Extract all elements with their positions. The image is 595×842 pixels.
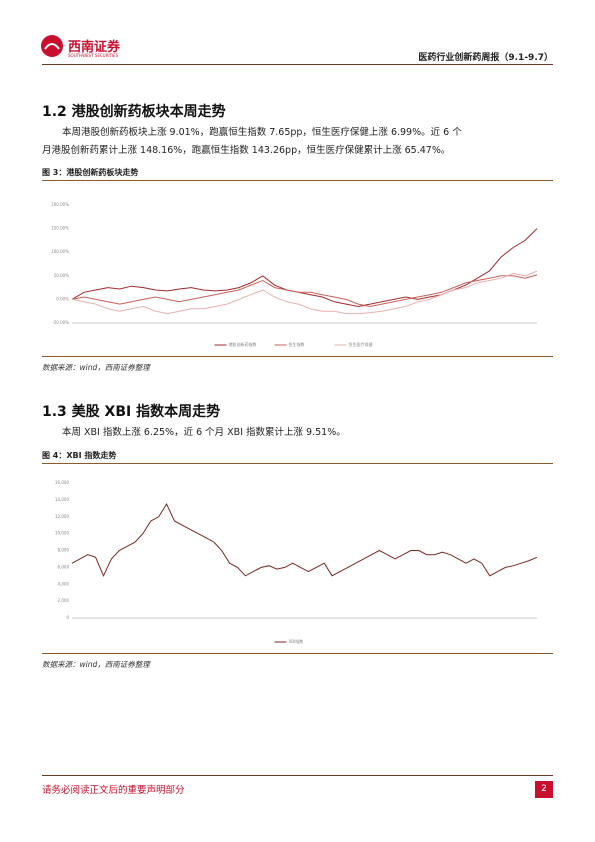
y-tick-label: 10,000 <box>55 531 69 536</box>
y-tick-label: 14,000 <box>55 497 69 502</box>
y-tick-label: 4,000 <box>58 581 70 586</box>
logo-sub: SOUTHWEST SECURITIES <box>68 53 119 58</box>
chart: -50.00% 0.00% 50.00% 100.00% 150.00% 200.00% 港… <box>51 202 538 347</box>
y-tick-label: 16,000 <box>55 480 69 485</box>
footer-notice: 请务必阅读正文后的重要声明部分 <box>42 785 185 796</box>
y-tick-label: 0 <box>66 615 69 620</box>
section-heading: 1.2 港股创新药板块本周走势 <box>42 104 226 120</box>
y-tick-label: 200.00% <box>51 202 69 207</box>
source-note: 数据来源：wind，西南证券整理 <box>42 363 150 372</box>
report-title: 医药行业创新药周报（9.1-9.7） <box>418 53 553 63</box>
y-tick-label: 0.00% <box>56 296 69 301</box>
y-tick-label: 2,000 <box>58 598 70 603</box>
paragraph: 本周 XBI 指数上涨 6.25%，近 6 个月 XBI 指数累计上涨 9.51… <box>62 427 346 438</box>
figure-caption: 图 3：港股创新药板块走势 <box>42 168 139 177</box>
logo-icon <box>41 35 63 57</box>
y-tick-label: 12,000 <box>55 514 69 519</box>
section-heading: 1.3 美股 XBI 指数本周走势 <box>42 404 221 420</box>
series-line <box>71 274 538 308</box>
y-tick-label: 100.00% <box>51 249 69 254</box>
y-tick-label: 50.00% <box>54 273 69 278</box>
figure-caption: 图 4：XBI 指数走势 <box>42 451 117 460</box>
y-tick-label: 6,000 <box>58 564 70 569</box>
series-line <box>71 270 538 315</box>
legend-label: 港股创新药指数 <box>229 341 257 347</box>
paragraph: 本周港股创新药板块上涨 9.01%，跑赢恒生指数 7.65pp，恒生医疗保健上涨… <box>42 127 462 156</box>
logo-text: 西南证券 <box>68 40 121 55</box>
series-line <box>71 503 538 578</box>
source-note: 数据来源：wind，西南证券整理 <box>42 660 150 669</box>
legend-label: XBI指数 <box>289 638 304 644</box>
y-tick-label: 8,000 <box>58 548 70 553</box>
y-tick-label: 150.00% <box>51 226 69 231</box>
legend-label: 恒生医疗保健 <box>349 341 373 347</box>
legend-label: 恒生指数 <box>289 341 305 347</box>
chart: 0 2,000 4,000 6,000 8,000 10,000 12,000 14,000 1… <box>55 480 538 644</box>
y-tick-label: -50.00% <box>52 320 69 325</box>
page-number: 2 <box>535 781 553 798</box>
series-line <box>71 228 538 308</box>
